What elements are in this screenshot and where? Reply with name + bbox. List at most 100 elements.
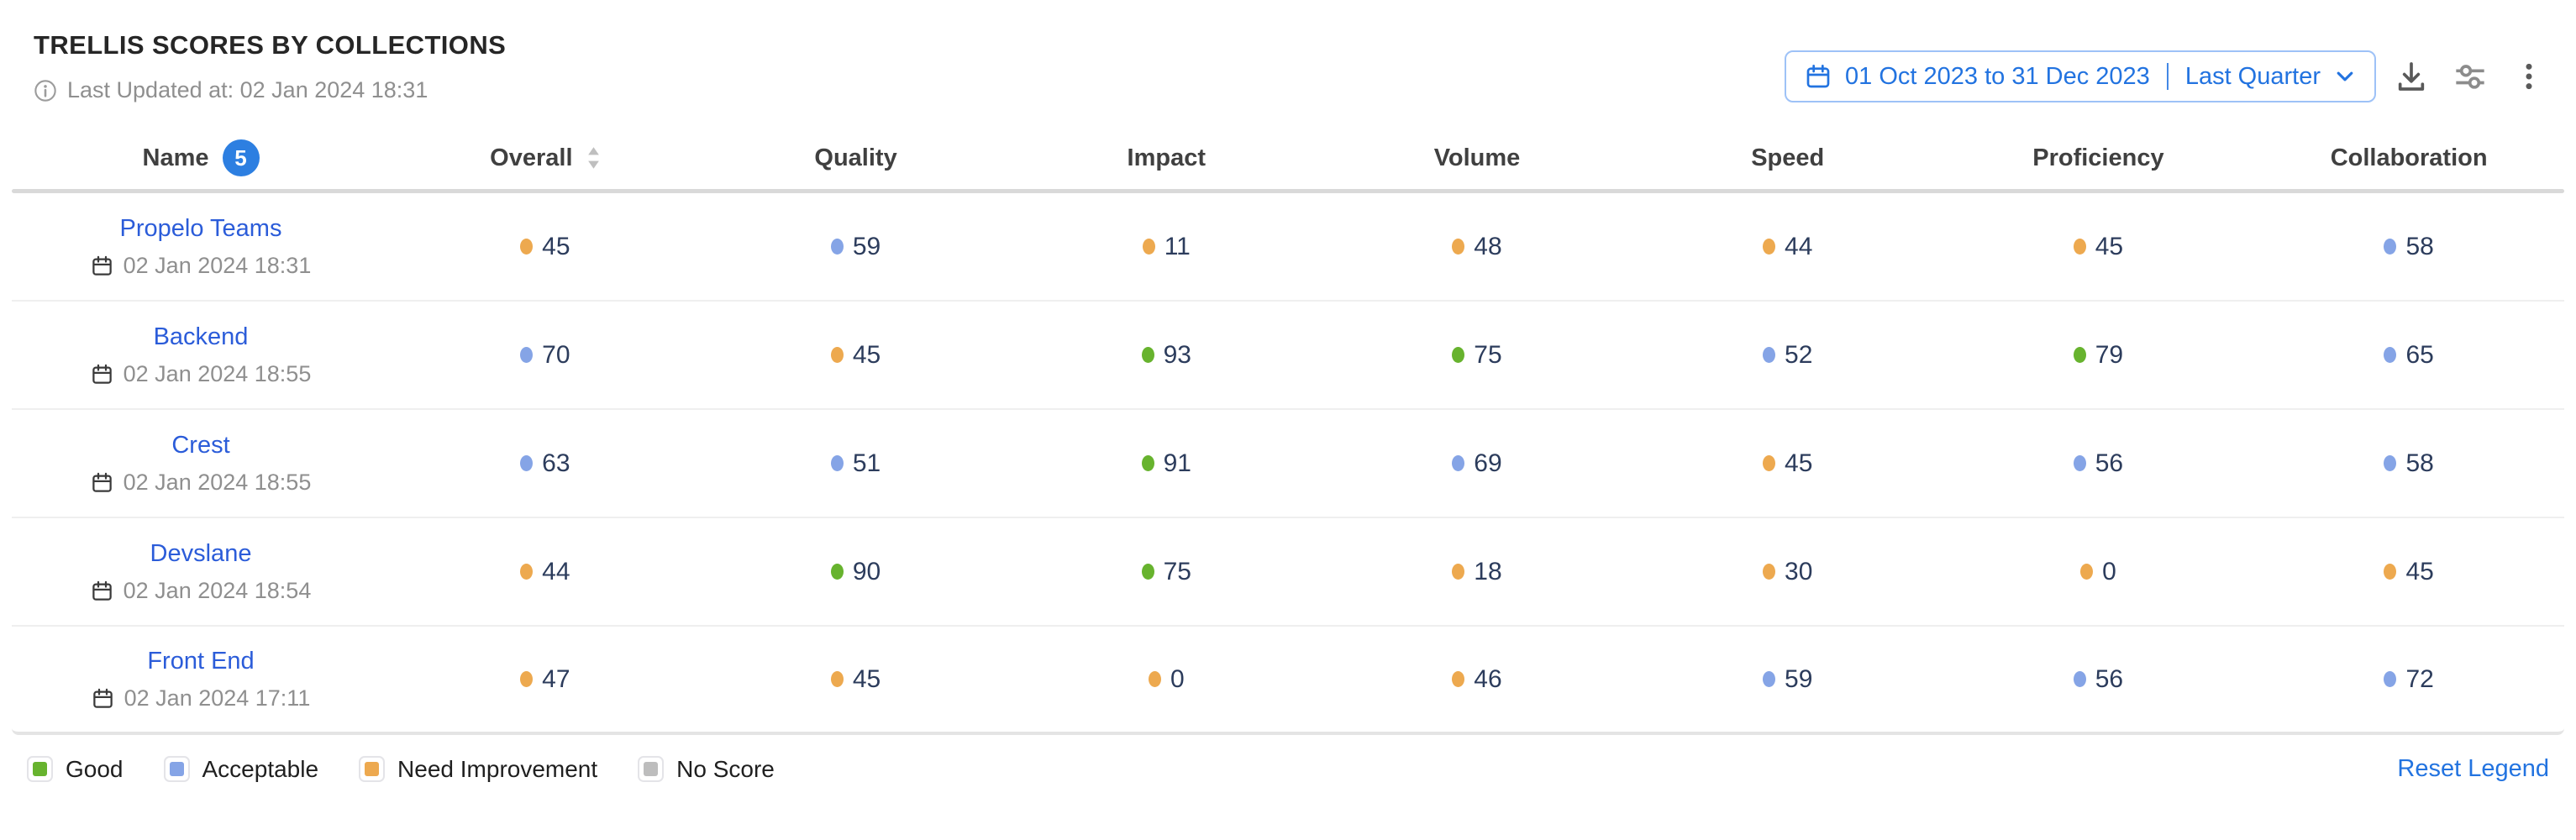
score-cell-impact: 75: [1011, 558, 1322, 586]
row-updated-line: 02 Jan 2024 17:11: [92, 685, 310, 711]
score-dot: [2384, 671, 2397, 687]
score-dot: [2384, 455, 2397, 471]
score-dot: [1141, 564, 1154, 580]
score-dot: [520, 347, 534, 363]
score-cell-impact: 93: [1011, 341, 1322, 370]
collection-link[interactable]: Backend: [153, 323, 249, 350]
collection-link[interactable]: Devslane: [150, 539, 252, 567]
score-value: 45: [1785, 449, 1813, 477]
score-dot: [1452, 671, 1465, 687]
table-row: Crest 02 Jan 2024 18:55 63 51 91 69 45 5…: [12, 410, 2564, 518]
collection-link[interactable]: Propelo Teams: [119, 214, 282, 242]
score-dot: [2073, 347, 2086, 363]
score-cell-impact: 11: [1011, 233, 1322, 261]
score-cell-proficiency: 45: [1943, 233, 2254, 261]
legend-marker: [163, 756, 190, 782]
score-dot: [520, 455, 534, 471]
score-cell-volume: 75: [1322, 341, 1632, 370]
score-dot: [1763, 239, 1776, 255]
score-value: 30: [1785, 557, 1813, 585]
score-value: 91: [1163, 449, 1191, 477]
table-row: Devslane 02 Jan 2024 18:54 44 90 75 18 3…: [12, 518, 2564, 627]
column-label: Speed: [1751, 144, 1825, 171]
score-value: 51: [852, 449, 881, 477]
kebab-menu-icon: [2512, 60, 2546, 93]
row-name-cell: Crest 02 Jan 2024 18:55: [12, 432, 390, 496]
table-row: Propelo Teams 02 Jan 2024 18:31 45 59 11…: [12, 193, 2564, 302]
score-cell-overall: 70: [390, 341, 701, 370]
date-range-text: 01 Oct 2023 to 31 Dec 2023: [1845, 62, 2150, 90]
score-dot: [1763, 347, 1776, 363]
score-cell-speed: 45: [1632, 449, 1943, 478]
score-dot: [1141, 347, 1154, 363]
score-cell-overall: 63: [390, 449, 701, 478]
widget-header-left: TRELLIS SCORES BY COLLECTIONS Last Updat…: [34, 30, 506, 103]
score-cell-overall: 44: [390, 558, 701, 586]
more-options-button[interactable]: [2505, 53, 2552, 100]
score-dot: [1452, 455, 1465, 471]
legend-items: Good Acceptable Need Improvement No Scor…: [27, 756, 775, 783]
score-dot: [1141, 455, 1154, 471]
score-value: 59: [1785, 664, 1813, 693]
last-updated-text: Last Updated at: 02 Jan 2024 18:31: [67, 77, 428, 102]
score-cell-volume: 69: [1322, 449, 1632, 478]
score-value: 45: [852, 340, 881, 369]
score-value: 63: [542, 449, 570, 477]
row-updated-text: 02 Jan 2024 18:54: [123, 577, 312, 603]
row-updated-line: 02 Jan 2024 18:55: [91, 469, 312, 496]
score-cell-quality: 51: [701, 449, 1012, 478]
score-cell-collaboration: 65: [2253, 341, 2564, 370]
score-value: 75: [1474, 340, 1502, 369]
sort-carets-icon[interactable]: [586, 146, 601, 170]
widget-settings-button[interactable]: [2447, 53, 2494, 100]
score-cell-volume: 18: [1322, 558, 1632, 586]
score-value: 65: [2405, 340, 2434, 369]
score-dot: [1148, 671, 1161, 687]
score-dot: [1763, 455, 1776, 471]
sliders-icon: [2453, 60, 2487, 93]
calendar-icon: [91, 363, 113, 386]
score-value: 75: [1163, 557, 1191, 585]
download-button[interactable]: [2388, 53, 2435, 100]
trellis-scores-table: Name 5 Overall Quality Impact Volume Spe…: [12, 127, 2564, 735]
score-dot: [830, 671, 844, 687]
last-updated: Last Updated at: 02 Jan 2024 18:31: [34, 77, 506, 103]
column-header-overall[interactable]: Overall: [390, 144, 701, 172]
column-label: Overall: [490, 144, 573, 171]
widget-title: TRELLIS SCORES BY COLLECTIONS: [34, 30, 507, 60]
legend-item-acceptable[interactable]: Acceptable: [163, 755, 319, 783]
info-circle-icon[interactable]: [34, 79, 57, 102]
table-row: Backend 02 Jan 2024 18:55 70 45 93 75 52…: [12, 302, 2564, 410]
chevron-down-icon: [2334, 66, 2356, 87]
collection-link[interactable]: Crest: [171, 431, 230, 459]
score-cell-proficiency: 56: [1943, 665, 2254, 694]
score-dot: [1452, 347, 1465, 363]
table-row: Front End 02 Jan 2024 17:11 47 45 0 46 5…: [12, 627, 2564, 735]
score-value: 45: [542, 232, 570, 260]
column-label: Name: [142, 144, 209, 171]
collection-link[interactable]: Front End: [147, 647, 255, 675]
legend-label: Need Improvement: [397, 755, 598, 782]
legend-label: Acceptable: [202, 755, 319, 782]
picker-divider: [2166, 63, 2169, 90]
score-value: 45: [2095, 232, 2124, 260]
calendar-icon: [1805, 63, 1832, 90]
header-divider: [12, 189, 2564, 193]
row-updated-text: 02 Jan 2024 18:55: [123, 469, 312, 495]
date-range-picker[interactable]: 01 Oct 2023 to 31 Dec 2023 Last Quarter: [1785, 50, 2376, 102]
score-dot: [830, 347, 844, 363]
score-dot: [2073, 671, 2086, 687]
column-header-collaboration: Collaboration: [2253, 144, 2564, 172]
column-header-speed: Speed: [1632, 144, 1943, 172]
score-value: 18: [1474, 557, 1502, 585]
score-value: 47: [542, 664, 570, 693]
legend-item-no-score[interactable]: No Score: [638, 756, 775, 783]
score-cell-collaboration: 45: [2253, 558, 2564, 586]
legend-item-good[interactable]: Good: [27, 756, 124, 783]
legend-item-need-improvement[interactable]: Need Improvement: [359, 756, 597, 783]
legend-color-chip: [33, 762, 47, 776]
reset-legend-link[interactable]: Reset Legend: [2397, 755, 2549, 782]
row-count-badge: 5: [222, 139, 260, 176]
score-dot: [520, 239, 534, 255]
score-value: 48: [1474, 232, 1502, 260]
